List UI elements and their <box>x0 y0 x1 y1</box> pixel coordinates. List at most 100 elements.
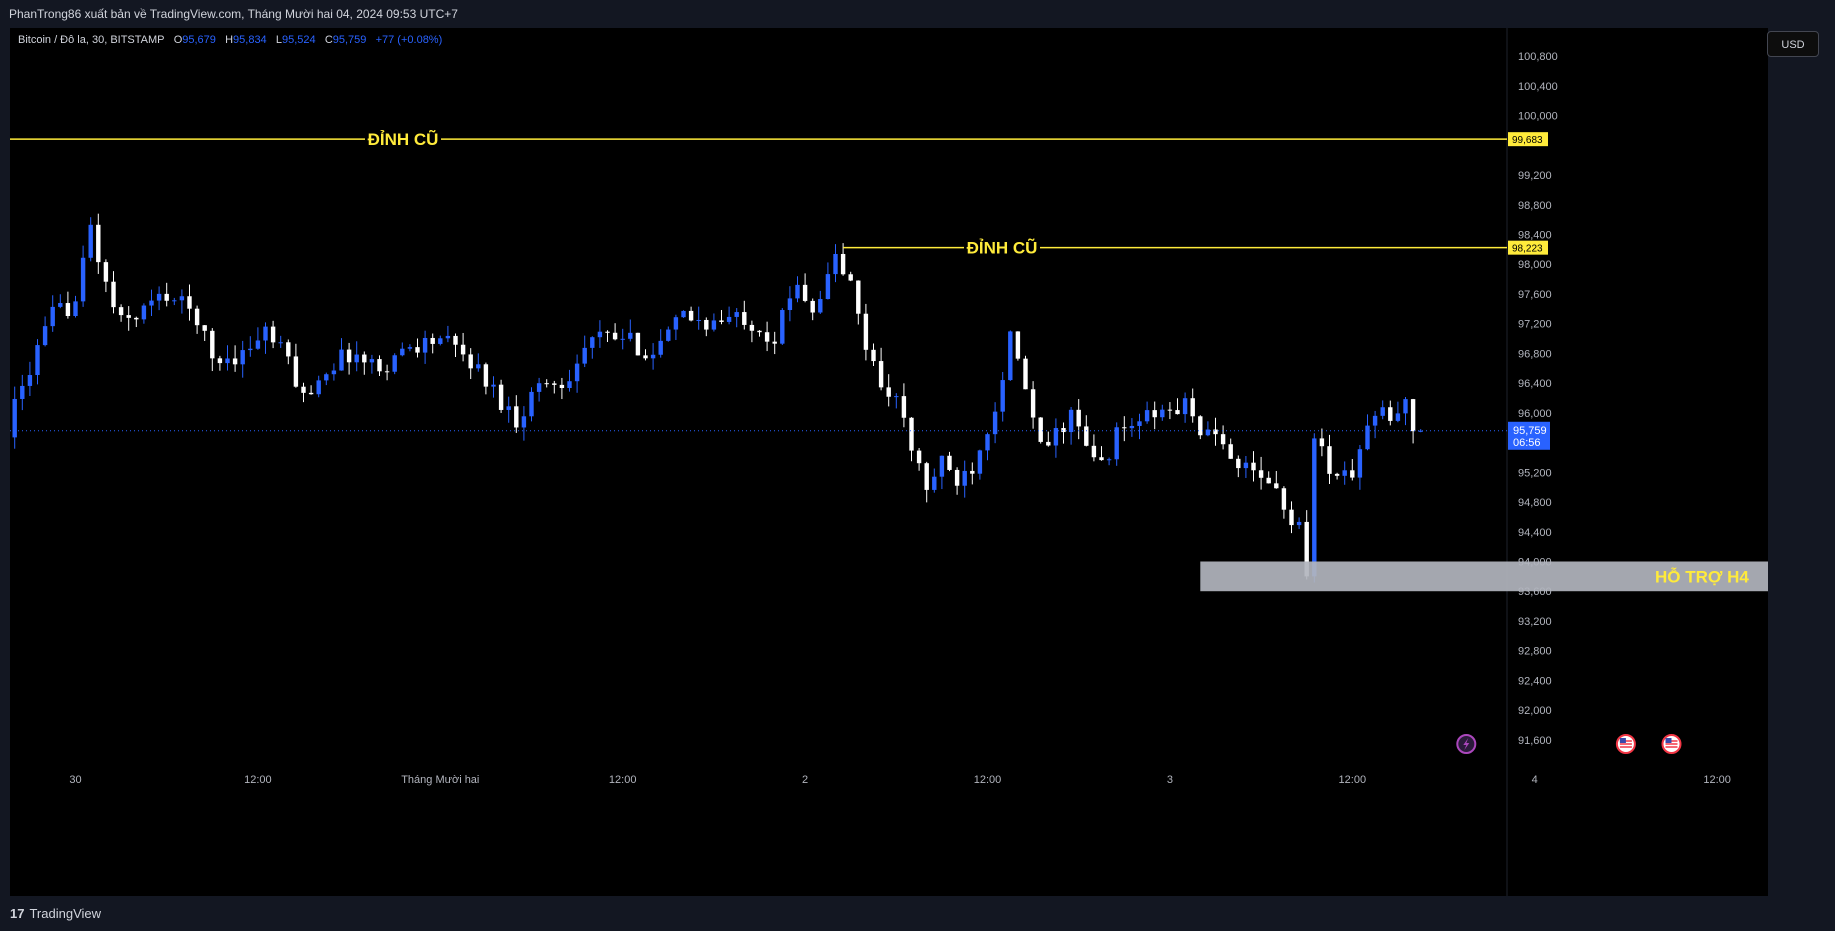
candle-body <box>658 340 663 355</box>
candle-body <box>939 455 945 477</box>
candle-body <box>1228 444 1233 459</box>
y-tick-label: 100,000 <box>1518 111 1558 123</box>
candle-body <box>932 476 937 490</box>
time-axis: 30 12:00 Tháng Mười hai 12:00 2 12:00 3 12:00 4 1… <box>69 774 1730 786</box>
countdown-text: 06:56 <box>1513 437 1541 449</box>
candle-body <box>757 330 762 333</box>
legend-change: +77 (+0.08%) <box>375 34 443 46</box>
candle-body <box>156 293 162 301</box>
candle-body <box>491 384 496 387</box>
candle-body <box>871 349 876 362</box>
candle-body <box>415 347 420 353</box>
candle-body <box>1167 409 1173 411</box>
resistance-price-tag <box>1508 132 1548 147</box>
candle-body <box>620 338 625 340</box>
legend-symbol[interactable]: Bitcoin / Đô la, 30, BITSTAMP <box>18 34 165 46</box>
candle-body <box>255 340 261 349</box>
candle-body <box>666 329 671 341</box>
candle-body <box>331 370 337 375</box>
candle-body <box>118 307 124 316</box>
y-tick-label: 99,200 <box>1518 170 1552 182</box>
x-tick-label: 2 <box>802 774 808 786</box>
candle-body <box>1372 415 1378 426</box>
brand-name[interactable]: TradingView <box>29 906 102 921</box>
candle-body <box>628 332 633 339</box>
candle-body <box>909 417 914 451</box>
candle-body <box>1258 470 1264 478</box>
y-tick-label: 94,000 <box>1518 556 1552 568</box>
candle-body <box>802 284 808 301</box>
candle-body <box>468 354 473 369</box>
candle-body <box>590 337 595 348</box>
candles <box>12 213 1423 583</box>
candle-body <box>286 342 291 357</box>
candle-body <box>324 374 329 381</box>
candle-body <box>498 384 504 410</box>
x-tick-label: 12:00 <box>974 774 1002 786</box>
y-tick-label: 92,800 <box>1518 646 1552 658</box>
candle-body <box>696 319 701 321</box>
candle-body <box>1334 473 1340 476</box>
candle-body <box>863 313 869 350</box>
candle-body <box>559 384 565 389</box>
candle-body <box>1038 417 1043 442</box>
legend-high-label: H <box>225 34 234 46</box>
publish-header: PhanTrong86 xuất bản về TradingView.com,… <box>0 0 1835 28</box>
y-tick-label: 92,000 <box>1518 705 1552 717</box>
candle-body <box>810 300 815 313</box>
candle-body <box>688 310 694 321</box>
candle-body <box>506 406 511 410</box>
candle-body <box>840 253 846 275</box>
candle-body <box>742 312 747 325</box>
candle-body <box>42 326 48 346</box>
currency-button[interactable]: USD <box>1767 31 1819 57</box>
candle-body <box>514 406 519 428</box>
candle-body <box>50 306 55 327</box>
candle-body <box>970 470 975 474</box>
candle-body <box>1388 407 1393 421</box>
candle-body <box>977 450 983 474</box>
grid <box>10 28 1768 896</box>
candle-body <box>1030 389 1036 418</box>
candle-body <box>172 300 177 302</box>
candle-body <box>1251 462 1256 471</box>
candle-body <box>278 342 283 344</box>
candle-body <box>65 303 71 317</box>
y-tick-label: 96,800 <box>1518 348 1552 360</box>
candle-body <box>597 331 603 338</box>
candle-body <box>1015 331 1021 359</box>
candle-body <box>954 469 960 486</box>
y-tick-label: 97,200 <box>1518 319 1552 331</box>
candle-body <box>1350 470 1355 478</box>
candle-body <box>1236 458 1241 469</box>
candle-body <box>1296 521 1302 526</box>
resistance-price-text: 99,683 <box>1512 135 1543 146</box>
candle-body <box>1312 438 1317 577</box>
candle-body <box>58 303 63 307</box>
candle-body <box>1099 457 1104 461</box>
candle-body <box>643 355 648 359</box>
candle-body <box>179 296 185 301</box>
candle-body <box>1175 410 1180 415</box>
y-tick-label: 96,000 <box>1518 408 1552 420</box>
candle-body <box>194 308 200 326</box>
candle-body <box>1106 459 1112 461</box>
candle-body <box>1076 409 1081 427</box>
candle-body <box>248 348 253 351</box>
candle-body <box>552 383 557 385</box>
candle-body <box>27 375 33 386</box>
x-tick-label: 3 <box>1167 774 1173 786</box>
candle-body <box>232 358 238 365</box>
y-tick-label: 95,200 <box>1518 467 1552 479</box>
legend-open-value: 95,679 <box>182 34 216 46</box>
tradingview-logo-icon[interactable]: 17 <box>10 906 25 921</box>
candle-body <box>886 387 891 397</box>
candle-body <box>293 356 299 387</box>
candle-body <box>187 296 192 309</box>
legend-close-label: C <box>324 34 333 46</box>
last-price-tag <box>1508 421 1550 450</box>
candle-body <box>924 463 929 490</box>
candle-body <box>1213 429 1218 435</box>
